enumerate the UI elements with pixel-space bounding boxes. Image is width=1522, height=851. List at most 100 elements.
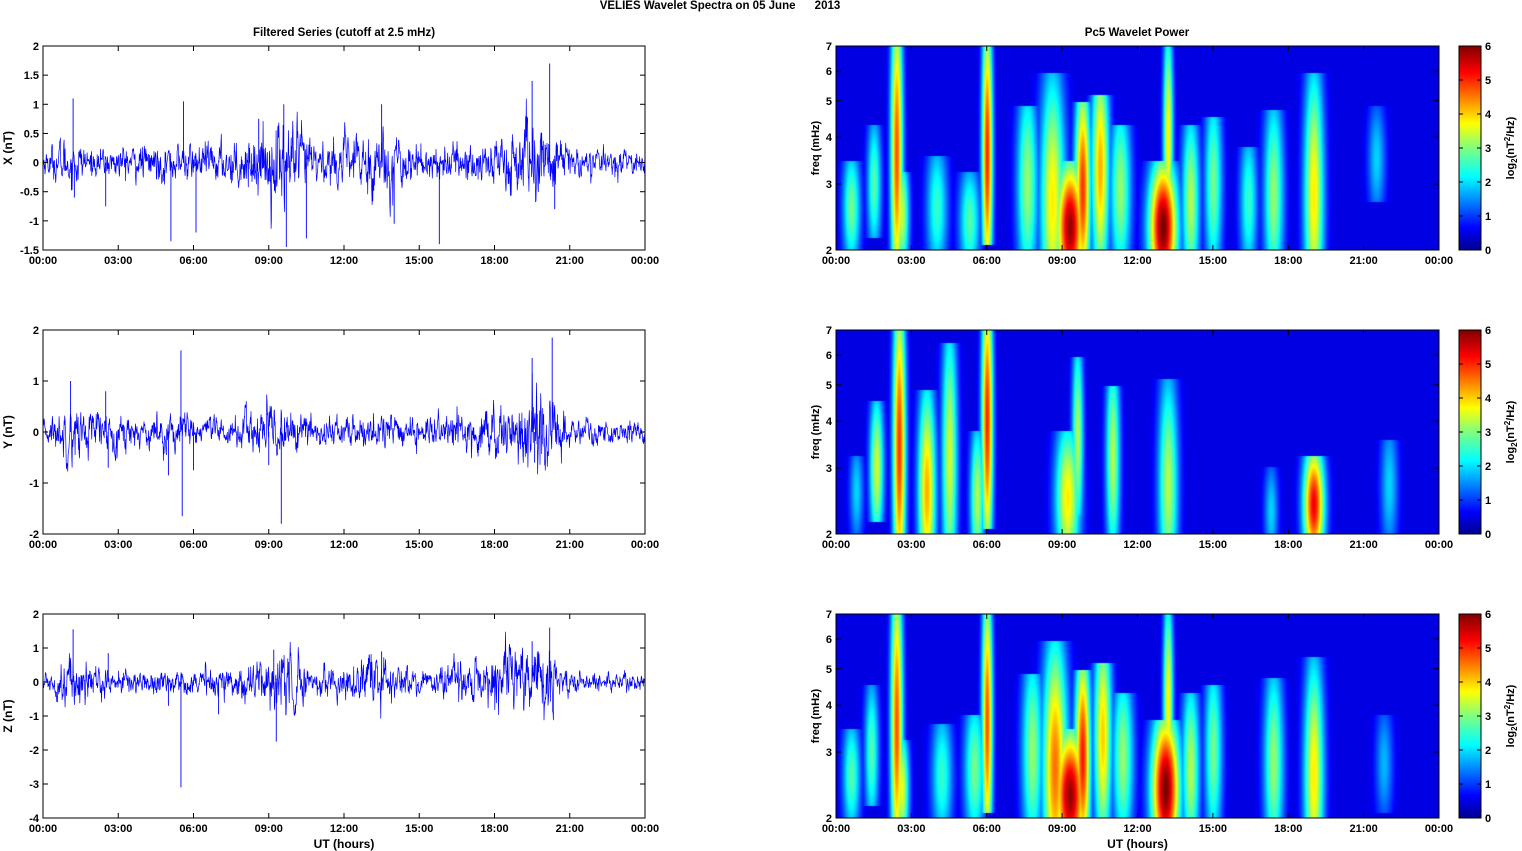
y-tick-label: 0 — [33, 427, 39, 439]
x-tick-label: 12:00 — [330, 539, 358, 551]
colorbar-label: log2(nT2/Hz) — [1503, 400, 1519, 463]
y-tick-label: 0 — [33, 158, 39, 170]
signal-trace — [42, 98, 646, 229]
x-tick-label: 15:00 — [405, 255, 433, 267]
x-tick-label: 03:00 — [897, 539, 925, 551]
wavelet-panel-y: 2 3 4 5 6 7 freq (mHz) 00:00 03:00 06:00 09:00 12:0… — [810, 325, 1519, 551]
y-tick-label: 3 — [826, 179, 832, 191]
x-tick-label: 12:00 — [330, 823, 358, 835]
colorbar-label: log2(nT2/Hz) — [1503, 684, 1519, 747]
x-tick-label: 03:00 — [104, 823, 132, 835]
y-tick-label: -1 — [29, 478, 39, 490]
colorbar-label-part: 2 — [1503, 420, 1512, 425]
x-tick-label: 21:00 — [1350, 539, 1378, 551]
x-tick-label: 09:00 — [1048, 255, 1076, 267]
y-tick-label: 1 — [33, 99, 39, 111]
x-tick-label: 06:00 — [179, 539, 207, 551]
y-axis-label: freq (mHz) — [810, 688, 822, 743]
x-tick-label: 15:00 — [1199, 255, 1227, 267]
colorbar-tick-label: 1 — [1485, 779, 1491, 791]
y-tick-label: 2 — [826, 813, 832, 825]
wavelet-power-image — [836, 330, 1439, 534]
x-tick-label: 00:00 — [29, 823, 57, 835]
wavelet-panel-x: 2 3 4 5 6 7 freq (mHz) 00:00 03:00 06:00 09:00 12:0… — [810, 41, 1519, 267]
x-tick-label: 18:00 — [480, 823, 508, 835]
x-tick-label: 15:00 — [1199, 823, 1227, 835]
x-tick-label: 21:00 — [556, 539, 584, 551]
x-tick-label: 09:00 — [1048, 539, 1076, 551]
x-axis-label: UT (hours) — [314, 837, 375, 851]
x-tick-label: 12:00 — [1123, 539, 1151, 551]
colorbar-tick-label: 0 — [1485, 813, 1491, 825]
x-tick-label: 21:00 — [556, 255, 584, 267]
colorbar-label-part: /Hz) — [1505, 400, 1517, 421]
y-tick-label: 3 — [826, 463, 832, 475]
colorbar-label-part: log — [1505, 731, 1517, 748]
y-tick-label: 1 — [33, 643, 39, 655]
colorbar-label-part: 2 — [1510, 158, 1519, 163]
x-tick-label: 06:00 — [179, 823, 207, 835]
x-tick-label: 06:00 — [973, 823, 1001, 835]
series-panel-y: -2 -1 0 1 2 Y (nT) 00:00 03:00 06:00 09:00 12:00 15… — [1, 325, 659, 551]
y-tick-label: 0 — [33, 677, 39, 689]
y-axis-label: X (nT) — [1, 131, 15, 165]
x-tick-label: 15:00 — [405, 823, 433, 835]
x-tick-label: 12:00 — [330, 255, 358, 267]
x-tick-label: 00:00 — [631, 823, 659, 835]
y-tick-label: 3 — [826, 747, 832, 759]
colorbar-label-part: log — [1505, 447, 1517, 464]
x-tick-label: 00:00 — [631, 255, 659, 267]
colorbar-tick-label: 6 — [1485, 609, 1491, 621]
colorbar-tick-label: 5 — [1485, 359, 1491, 371]
colorbar-label-part: 2 — [1510, 442, 1519, 447]
x-tick-label: 18:00 — [1274, 539, 1302, 551]
colorbar-tick-label: 6 — [1485, 325, 1491, 337]
x-tick-label: 03:00 — [104, 539, 132, 551]
y-tick-label: 5 — [826, 96, 832, 108]
y-axis-label: Y (nT) — [1, 415, 15, 449]
y-tick-label: 7 — [826, 609, 832, 621]
x-tick-label: 06:00 — [973, 255, 1001, 267]
y-tick-label: 6 — [826, 634, 832, 646]
y-tick-label: 5 — [826, 664, 832, 676]
colorbar-tick-label: 4 — [1485, 677, 1492, 689]
x-tick-label: 00:00 — [631, 539, 659, 551]
x-tick-label: 00:00 — [29, 539, 57, 551]
x-tick-label: 18:00 — [480, 255, 508, 267]
x-tick-label: 09:00 — [255, 823, 283, 835]
x-tick-label: 03:00 — [897, 255, 925, 267]
x-tick-label: 18:00 — [1274, 823, 1302, 835]
plot-area — [43, 614, 645, 818]
signal-trace — [42, 372, 646, 475]
colorbar-tick-label: 0 — [1485, 245, 1491, 257]
colorbar-tick-label: 5 — [1485, 75, 1491, 87]
right-column-title: Pc5 Wavelet Power — [1085, 27, 1190, 39]
x-tick-label: 09:00 — [1048, 823, 1076, 835]
y-tick-label: -1 — [29, 711, 39, 723]
signal-trace — [42, 631, 646, 721]
colorbar-label-part: 2 — [1503, 704, 1512, 709]
y-axis-label: freq (mHz) — [810, 404, 822, 459]
colorbar-tick-label: 4 — [1485, 393, 1492, 405]
y-tick-label: -2 — [29, 745, 39, 757]
colorbar-tick-label: 1 — [1485, 211, 1491, 223]
y-tick-label: 1 — [33, 376, 39, 388]
x-tick-label: 00:00 — [1425, 255, 1453, 267]
x-tick-label: 12:00 — [1123, 255, 1151, 267]
y-tick-label: 2 — [826, 529, 832, 541]
colorbar-tick-label: 0 — [1485, 529, 1491, 541]
y-tick-label: 1.5 — [24, 70, 39, 82]
colorbar-tick-label: 3 — [1485, 427, 1491, 439]
figure-title: VELIES Wavelet Spectra on 05 June 2013 — [600, 0, 841, 12]
y-tick-label: 2 — [33, 609, 39, 621]
x-tick-label: 03:00 — [897, 823, 925, 835]
y-tick-label: 6 — [826, 350, 832, 362]
x-tick-label: 00:00 — [1425, 539, 1453, 551]
x-tick-label: 00:00 — [1425, 823, 1453, 835]
x-tick-label: 00:00 — [822, 255, 850, 267]
y-tick-label: 7 — [826, 41, 832, 53]
x-tick-label: 00:00 — [29, 255, 57, 267]
